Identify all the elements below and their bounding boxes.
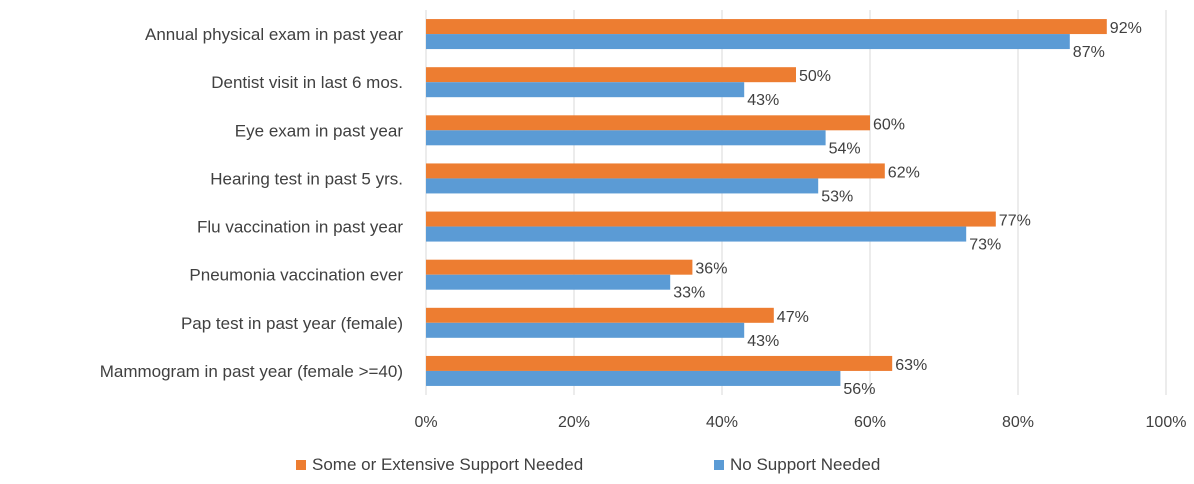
x-axis-ticks: 0% 20% 40% 60% 80% 100% — [414, 414, 1186, 431]
x-tick-label: 0% — [414, 414, 437, 431]
data-label: 36% — [695, 261, 727, 278]
category-label: Dentist visit in last 6 mos. — [211, 73, 403, 92]
bar — [426, 322, 745, 338]
data-label: 47% — [777, 309, 809, 326]
bar — [426, 67, 796, 83]
data-labels: 92% 87% 50% 43% 60% 54% 62% 53% 77% 73% 36% 33% 47% 4… — [673, 20, 1142, 398]
bar — [426, 307, 774, 323]
bar — [426, 226, 967, 242]
x-tick-label: 40% — [706, 414, 738, 431]
category-label: Eye exam in past year — [235, 121, 404, 140]
bar — [426, 178, 819, 194]
bar — [426, 130, 826, 146]
bar — [426, 115, 870, 131]
bar — [426, 34, 1070, 50]
category-label: Flu vaccination in past year — [197, 218, 403, 237]
bar — [426, 211, 996, 227]
data-label: 73% — [969, 237, 1001, 254]
data-label: 62% — [888, 164, 920, 181]
bar — [426, 370, 841, 386]
data-label: 60% — [873, 116, 905, 133]
category-label: Pneumonia vaccination ever — [189, 266, 403, 285]
legend-label: No Support Needed — [730, 455, 880, 474]
data-label: 77% — [999, 213, 1031, 230]
data-label: 43% — [747, 92, 779, 109]
legend-swatch — [714, 460, 724, 470]
bar — [426, 82, 745, 98]
data-label: 50% — [799, 68, 831, 85]
data-label: 56% — [843, 381, 875, 398]
data-label: 33% — [673, 285, 705, 302]
x-tick-label: 80% — [1002, 414, 1034, 431]
bar — [426, 259, 693, 275]
bar — [426, 274, 671, 290]
data-label: 87% — [1073, 44, 1105, 61]
category-label: Mammogram in past year (female >=40) — [100, 362, 403, 381]
category-label: Hearing test in past 5 yrs. — [210, 169, 403, 188]
data-label: 54% — [829, 140, 861, 157]
x-tick-label: 20% — [558, 414, 590, 431]
data-label: 63% — [895, 357, 927, 374]
legend-swatch — [296, 460, 306, 470]
category-label: Pap test in past year (female) — [181, 314, 403, 333]
legend: Some or Extensive Support Needed No Suppo… — [296, 455, 880, 474]
category-labels: Annual physical exam in past year Dentist… — [100, 25, 404, 381]
x-tick-label: 60% — [854, 414, 886, 431]
legend-label: Some or Extensive Support Needed — [312, 455, 583, 474]
bars — [426, 19, 1107, 386]
bar — [426, 163, 885, 179]
x-tick-label: 100% — [1146, 414, 1187, 431]
category-label: Annual physical exam in past year — [145, 25, 403, 44]
data-label: 43% — [747, 333, 779, 350]
data-label: 92% — [1110, 20, 1142, 37]
bar — [426, 19, 1107, 35]
bar — [426, 355, 893, 371]
data-label: 53% — [821, 188, 853, 205]
